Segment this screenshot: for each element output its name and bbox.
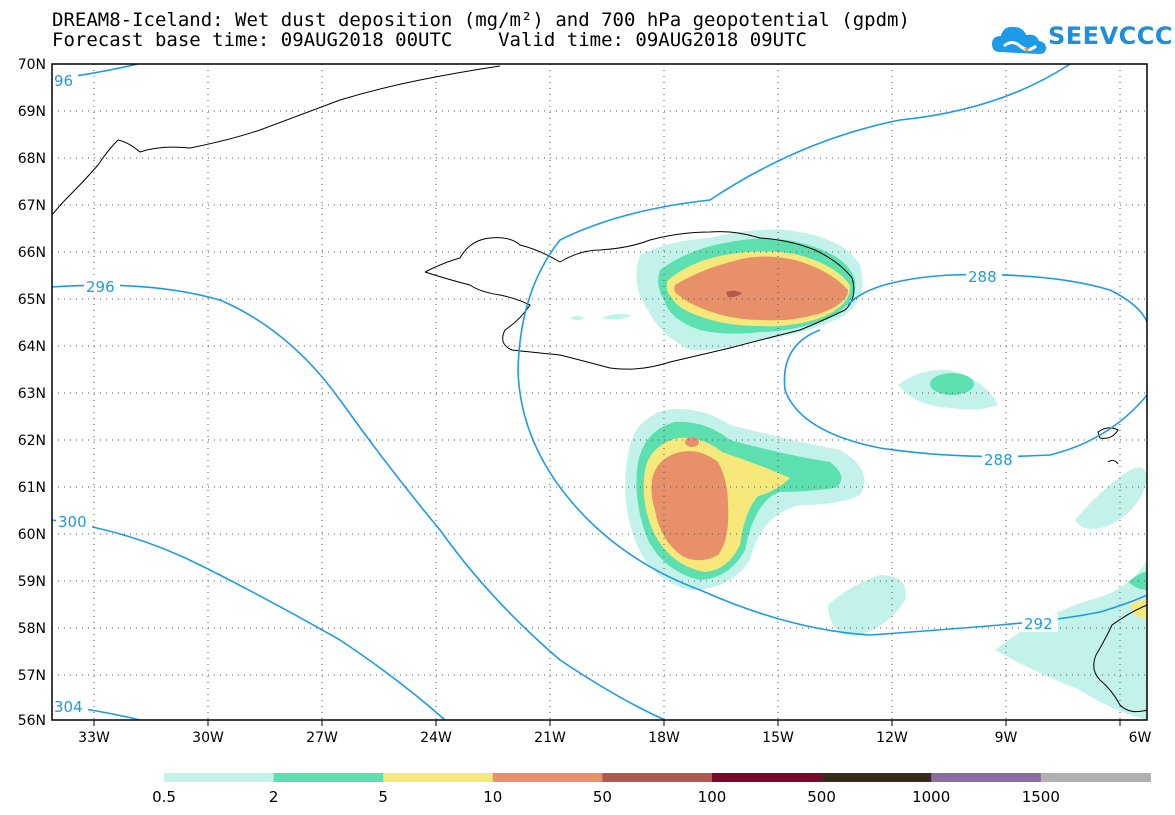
contour-300 (51, 519, 446, 721)
contour-288 (783, 273, 1148, 458)
lat-label: 68N (18, 151, 46, 167)
coastline-scotland (1093, 604, 1148, 713)
lat-label: 56N (18, 713, 46, 729)
contour-292 (517, 63, 1148, 636)
lat-label: 65N (18, 292, 46, 308)
legend-label: 10 (483, 788, 502, 806)
lat-label: 58N (18, 621, 46, 637)
contour-label: 304 (54, 698, 83, 716)
lat-label: 64N (18, 339, 46, 355)
contour-label: 292 (1024, 615, 1053, 633)
legend-label: 5 (378, 788, 388, 806)
lat-label: 69N (18, 104, 46, 120)
legend-swatch (602, 773, 713, 782)
contour-296 (51, 284, 666, 721)
legend-label: 100 (698, 788, 727, 806)
geopotential-contours (51, 63, 1148, 721)
lon-label: 24W (420, 730, 452, 746)
map-subtitle: Forecast base time: 09AUG2018 00UTC Vali… (52, 29, 807, 51)
lon-label: 15W (762, 730, 794, 746)
lat-label: 66N (18, 245, 46, 261)
dust-area-south-10 (651, 451, 729, 561)
dust-area-scotland-light (995, 560, 1147, 720)
map-title: DREAM8-Iceland: Wet dust deposition (mg/… (52, 9, 910, 31)
map-frame (51, 63, 1148, 721)
legend-label: 0.5 (152, 788, 176, 806)
legend-swatch (383, 773, 494, 782)
lon-label: 33W (78, 730, 110, 746)
dust-area-iceland-50 (726, 290, 742, 298)
lon-label: 27W (306, 730, 338, 746)
legend-label: 50 (593, 788, 612, 806)
coastline-greenland (51, 65, 501, 216)
lat-label: 63N (18, 386, 46, 402)
dust-area-scotland-2 (1128, 572, 1147, 590)
latitude-labels: 70N 69N 68N 67N 66N 65N 64N 63N 62N 61N … (18, 57, 46, 729)
lat-label: 70N (18, 57, 46, 73)
dust-area-east-2 (930, 373, 974, 395)
lat-label: 61N (18, 480, 46, 496)
cloud-logo-icon (992, 26, 1046, 54)
dust-area-small-patch (570, 314, 632, 320)
legend-label: 500 (807, 788, 836, 806)
legend-label: 1000 (912, 788, 950, 806)
coastline-faroe (1097, 427, 1119, 465)
lon-label: 21W (534, 730, 566, 746)
lon-label: 12W (876, 730, 908, 746)
legend-swatch (821, 773, 932, 782)
legend-swatch (492, 773, 603, 782)
lon-label: 30W (192, 730, 224, 746)
legend-swatch (164, 773, 275, 782)
lon-label: 9W (995, 730, 1018, 746)
legend-swatch (712, 773, 823, 782)
dust-area-iceland-10 (674, 256, 848, 321)
longitude-labels: 33W 30W 27W 24W 21W 18W 15W 12W 9W 6W (78, 730, 1151, 746)
dust-area-south-sea-light (828, 575, 906, 636)
legend-label: 2 (269, 788, 279, 806)
legend-swatch (931, 773, 1042, 782)
contour-label: 300 (58, 513, 87, 531)
lon-label: 18W (648, 730, 680, 746)
lat-label: 59N (18, 574, 46, 590)
legend-label: 1500 (1022, 788, 1060, 806)
lat-label: 67N (18, 198, 46, 214)
contour-label: 296 (86, 278, 115, 296)
lat-label: 62N (18, 433, 46, 449)
legend-swatch (273, 773, 384, 782)
dust-area-far-east-light (1075, 467, 1147, 529)
color-legend: 0.5 2 5 10 50 100 500 1000 1500 (152, 773, 1151, 806)
contour-label: 288 (984, 451, 1013, 469)
logo-text: SEEVCCC (1048, 22, 1173, 50)
axis-ticks (93, 720, 1121, 726)
legend-swatch (1040, 773, 1151, 782)
contour-labels: 96 296 300 304 288 288 292 (52, 71, 1058, 716)
graticule (52, 64, 1147, 720)
contour-label: 96 (54, 72, 73, 90)
dust-deposition-field (570, 229, 1147, 720)
contour-label: 288 (968, 268, 997, 286)
dust-area-small-spot (685, 437, 699, 447)
lat-label: 60N (18, 527, 46, 543)
lat-label: 57N (18, 668, 46, 684)
lon-label: 6W (1129, 730, 1152, 746)
